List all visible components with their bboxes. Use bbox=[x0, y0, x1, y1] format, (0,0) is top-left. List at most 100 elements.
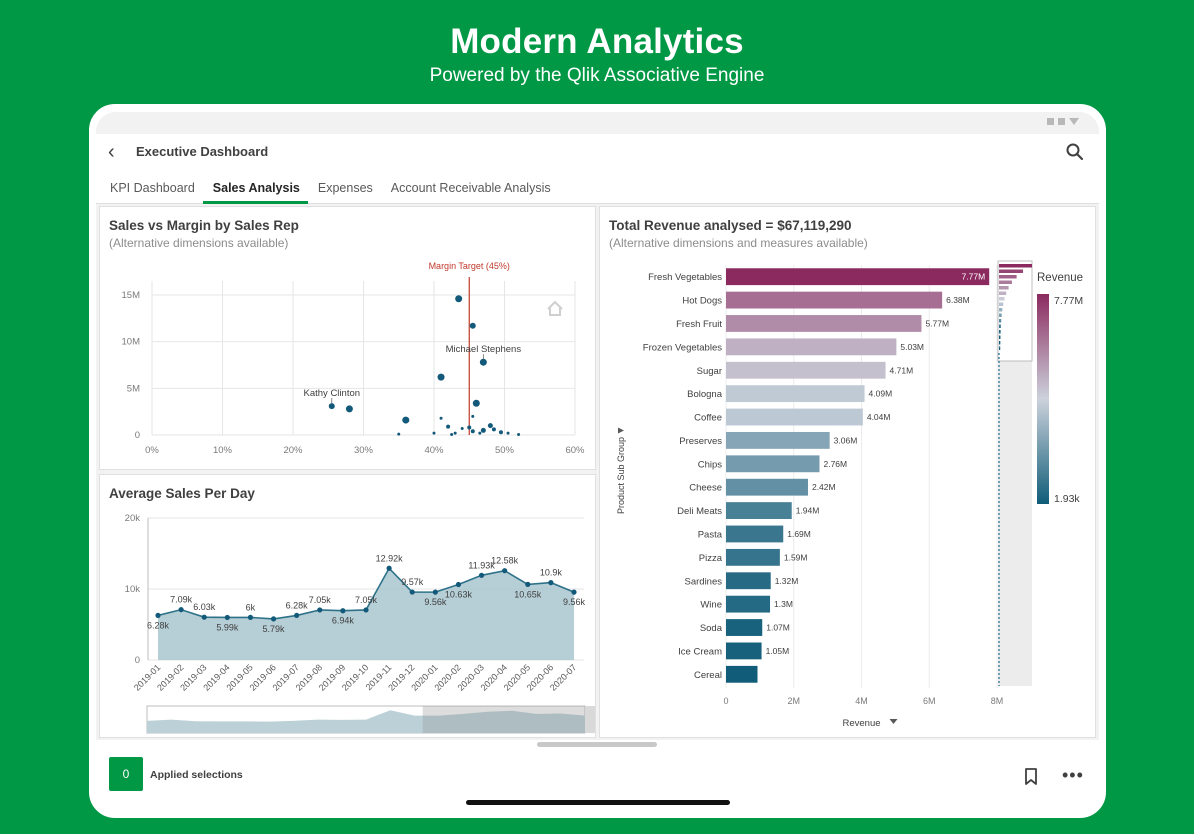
navigator-area bbox=[147, 710, 585, 733]
data-point[interactable] bbox=[247, 614, 254, 620]
scatter-point[interactable] bbox=[470, 429, 475, 434]
tab-account-receivable-analysis[interactable]: Account Receivable Analysis bbox=[390, 181, 551, 195]
data-point[interactable] bbox=[502, 568, 508, 574]
bar[interactable] bbox=[726, 385, 865, 403]
app-screen: ‹ Executive Dashboard KPI Dashboard Sale… bbox=[96, 112, 1099, 812]
category-label: Hot Dogs bbox=[682, 296, 722, 307]
bar[interactable] bbox=[726, 478, 808, 496]
applied-selections-label[interactable]: Applied selections bbox=[150, 769, 243, 781]
bar[interactable] bbox=[726, 642, 762, 660]
y-tick-label: 5M bbox=[127, 383, 140, 394]
data-point[interactable] bbox=[224, 614, 230, 621]
bar[interactable] bbox=[726, 665, 758, 683]
scatter-point[interactable] bbox=[450, 433, 454, 437]
category-label: Cereal bbox=[694, 670, 722, 681]
data-point[interactable] bbox=[525, 581, 531, 587]
scatter-point[interactable] bbox=[498, 430, 503, 435]
legend-color-scale bbox=[1037, 294, 1049, 504]
data-point[interactable] bbox=[317, 607, 323, 613]
bar[interactable] bbox=[726, 361, 886, 379]
data-point[interactable] bbox=[548, 580, 554, 586]
bar[interactable] bbox=[726, 455, 820, 473]
data-point[interactable] bbox=[363, 607, 369, 613]
scatter-point[interactable] bbox=[397, 432, 401, 436]
tab-sales-analysis[interactable]: Sales Analysis bbox=[202, 174, 308, 204]
chevron-down-icon[interactable] bbox=[889, 719, 898, 724]
data-point[interactable] bbox=[432, 589, 438, 595]
data-point[interactable] bbox=[178, 607, 184, 613]
category-label: Fresh Fruit bbox=[676, 319, 722, 330]
bar[interactable] bbox=[726, 431, 830, 449]
bar[interactable] bbox=[726, 268, 990, 286]
scatter-point[interactable] bbox=[479, 358, 487, 366]
data-point[interactable] bbox=[571, 589, 577, 595]
scatter-point[interactable] bbox=[491, 427, 496, 432]
bar[interactable] bbox=[726, 548, 780, 566]
window-controls[interactable] bbox=[1047, 118, 1079, 125]
scatter-panel[interactable]: Sales vs Margin by Sales Rep (Alternativ… bbox=[99, 206, 596, 470]
scatter-point[interactable] bbox=[453, 431, 457, 435]
scatter-point[interactable] bbox=[471, 414, 475, 418]
scatter-point[interactable] bbox=[487, 423, 493, 429]
chevron-icon[interactable] bbox=[618, 427, 624, 434]
scatter-point[interactable] bbox=[345, 405, 353, 413]
data-point[interactable] bbox=[294, 612, 300, 619]
bookmark-icon[interactable] bbox=[1024, 768, 1038, 786]
scatter-point[interactable] bbox=[439, 416, 443, 420]
line-chart[interactable]: 010k20k6.28k2019-017.09k2019-026.03k2019… bbox=[100, 501, 595, 737]
data-label: 7.09k bbox=[170, 595, 193, 605]
tab-kpi-dashboard[interactable]: KPI Dashboard bbox=[110, 181, 195, 195]
scatter-point[interactable] bbox=[469, 322, 476, 329]
data-point[interactable] bbox=[201, 614, 207, 620]
scatter-point[interactable] bbox=[467, 425, 472, 430]
more-options-icon[interactable]: ••• bbox=[1062, 765, 1084, 785]
home-icon[interactable] bbox=[547, 300, 563, 316]
selections-count-badge[interactable]: 0 bbox=[109, 757, 143, 791]
scatter-point[interactable] bbox=[455, 295, 463, 303]
chevron-left-icon[interactable]: ‹ bbox=[108, 141, 115, 163]
chevron-down-icon[interactable] bbox=[1069, 118, 1079, 125]
data-point[interactable] bbox=[455, 581, 462, 588]
scatter-point[interactable] bbox=[517, 433, 521, 437]
drag-handle[interactable] bbox=[537, 742, 657, 747]
window-control-icon[interactable] bbox=[1047, 118, 1054, 125]
bar-chart[interactable]: 0 2M 4M 6M 8M Fresh Vegetables 7.77M Hot Dogs 6.… bbox=[600, 257, 1095, 737]
minimap-bar bbox=[999, 319, 1002, 323]
bar[interactable] bbox=[726, 408, 863, 426]
data-label: 7.05k bbox=[309, 595, 332, 605]
data-point[interactable] bbox=[386, 565, 392, 571]
scatter-point[interactable] bbox=[437, 373, 445, 381]
bar[interactable] bbox=[726, 595, 771, 613]
scatter-point[interactable] bbox=[478, 431, 482, 435]
bar[interactable] bbox=[726, 291, 943, 309]
minimap-bar bbox=[999, 330, 1001, 334]
scatter-point[interactable] bbox=[432, 431, 436, 435]
bar[interactable] bbox=[726, 619, 763, 636]
category-label: Cheese bbox=[689, 483, 722, 494]
bar[interactable] bbox=[726, 338, 897, 356]
scatter-point[interactable] bbox=[506, 431, 510, 435]
data-point[interactable] bbox=[155, 612, 161, 619]
x-tick-label: 0% bbox=[145, 445, 159, 456]
scatter-chart[interactable]: 0% 10% 20% 30% 40% 50% 60% 0 5M 10M 15M Margin Targ… bbox=[100, 257, 595, 469]
bar[interactable] bbox=[726, 572, 771, 590]
scatter-point[interactable] bbox=[460, 426, 464, 430]
data-point[interactable] bbox=[478, 572, 485, 578]
window-control-icon[interactable] bbox=[1058, 118, 1065, 125]
tab-expenses[interactable]: Expenses bbox=[317, 181, 373, 195]
scatter-point[interactable] bbox=[472, 399, 480, 407]
bar[interactable] bbox=[726, 502, 792, 520]
search-icon[interactable] bbox=[1065, 142, 1085, 162]
minimap-bar bbox=[999, 324, 1001, 328]
scatter-point[interactable] bbox=[480, 427, 486, 433]
scatter-point[interactable] bbox=[446, 424, 451, 429]
line-panel[interactable]: Average Sales Per Day 0 10k 20k 6.28k 2019-0… bbox=[99, 474, 596, 738]
data-point[interactable] bbox=[409, 589, 415, 595]
data-point[interactable] bbox=[270, 616, 277, 622]
bar[interactable] bbox=[726, 315, 922, 332]
bar-panel[interactable]: Total Revenue analysed = $67,119,290 (Al… bbox=[599, 206, 1096, 738]
scatter-point[interactable] bbox=[328, 403, 335, 410]
scatter-point[interactable] bbox=[402, 416, 410, 424]
data-point[interactable] bbox=[340, 608, 346, 614]
bar[interactable] bbox=[726, 525, 784, 543]
